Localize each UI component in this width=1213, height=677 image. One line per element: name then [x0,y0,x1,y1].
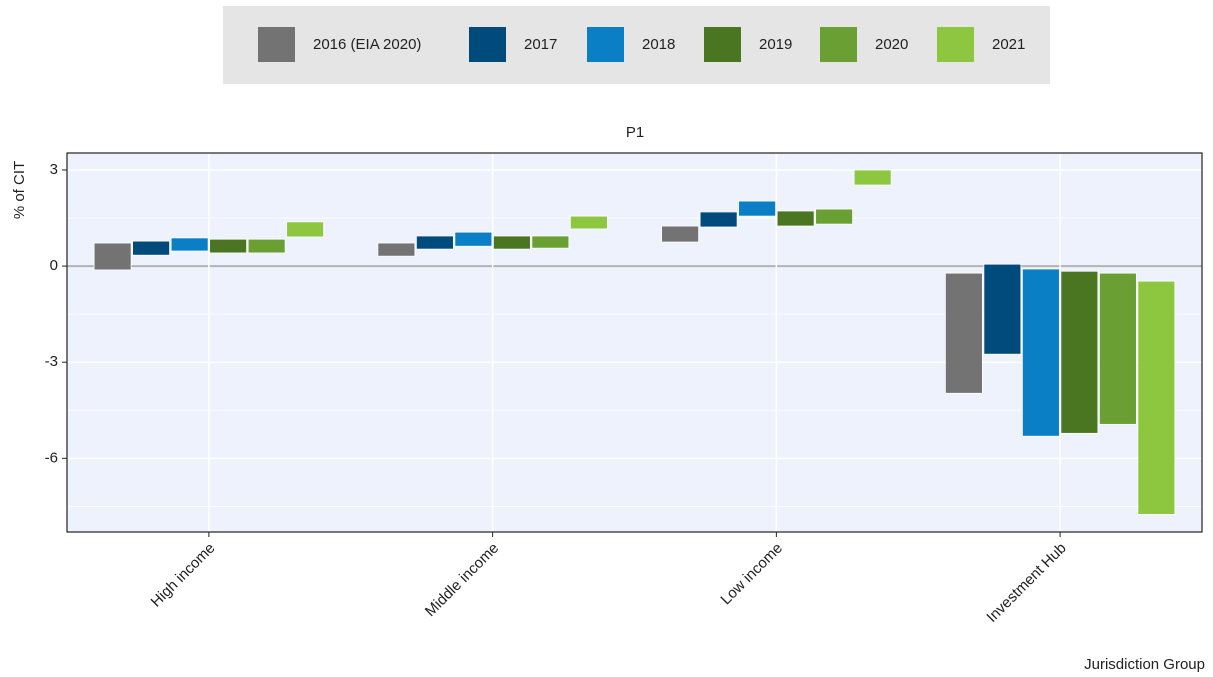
legend-swatch [820,27,857,62]
bar [531,235,570,249]
bar [286,221,325,238]
bar [209,238,248,254]
x-tick-label: Investment Hub [983,540,1069,626]
y-tick-label: 0 [50,257,58,274]
bar [776,210,815,227]
bar [661,225,700,243]
panel-border [66,152,1203,533]
x-tick-label: Middle income [422,540,502,620]
legend-label: 2020 [875,36,908,53]
legend-label: 2016 (EIA 2020) [313,36,421,53]
x-axis-label: Jurisdiction Group [1084,656,1205,673]
legend-swatch [704,27,741,62]
chart-title: P1 [626,124,644,141]
legend-swatch [587,27,624,62]
legend-swatch [937,27,974,62]
bar [415,235,454,250]
y-tick-label: -3 [45,353,58,370]
bars [93,169,1176,515]
bar [93,242,132,271]
bar [815,208,854,225]
legend-label: 2019 [759,36,792,53]
legend-label: 2018 [642,36,675,53]
bar [853,169,892,186]
legend-label: 2021 [992,36,1025,53]
bar [1137,280,1176,515]
bar [983,263,1022,355]
legend-label: 2017 [524,36,557,53]
bar [454,231,493,247]
bar [492,235,531,250]
bar [377,242,416,257]
y-axis-label: % of CIT [11,161,28,219]
bar [944,272,983,394]
bar [132,240,171,256]
y-tick-label: 3 [50,161,58,178]
bar [1098,272,1137,425]
bar [738,200,777,217]
bar [1021,268,1060,437]
bar [569,215,608,230]
legend-background [223,6,1050,84]
bar [247,238,286,254]
bar [170,237,209,252]
y-tick-label: -6 [45,449,58,466]
x-tick-label: High income [148,540,219,611]
bar [1060,270,1099,434]
legend-swatch [469,27,506,62]
legend-swatch [258,27,295,62]
x-tick-label: Low income [717,540,786,609]
bar [699,211,738,228]
